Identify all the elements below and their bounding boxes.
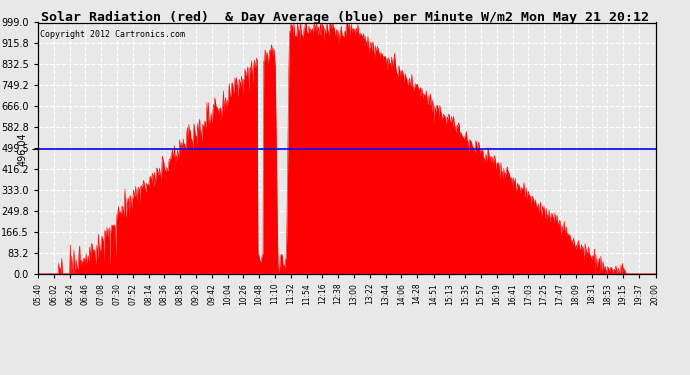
Text: Solar Radiation (red)  & Day Average (blue) per Minute W/m2 Mon May 21 20:12: Solar Radiation (red) & Day Average (blu… <box>41 11 649 24</box>
Text: Copyright 2012 Cartronics.com: Copyright 2012 Cartronics.com <box>40 30 185 39</box>
